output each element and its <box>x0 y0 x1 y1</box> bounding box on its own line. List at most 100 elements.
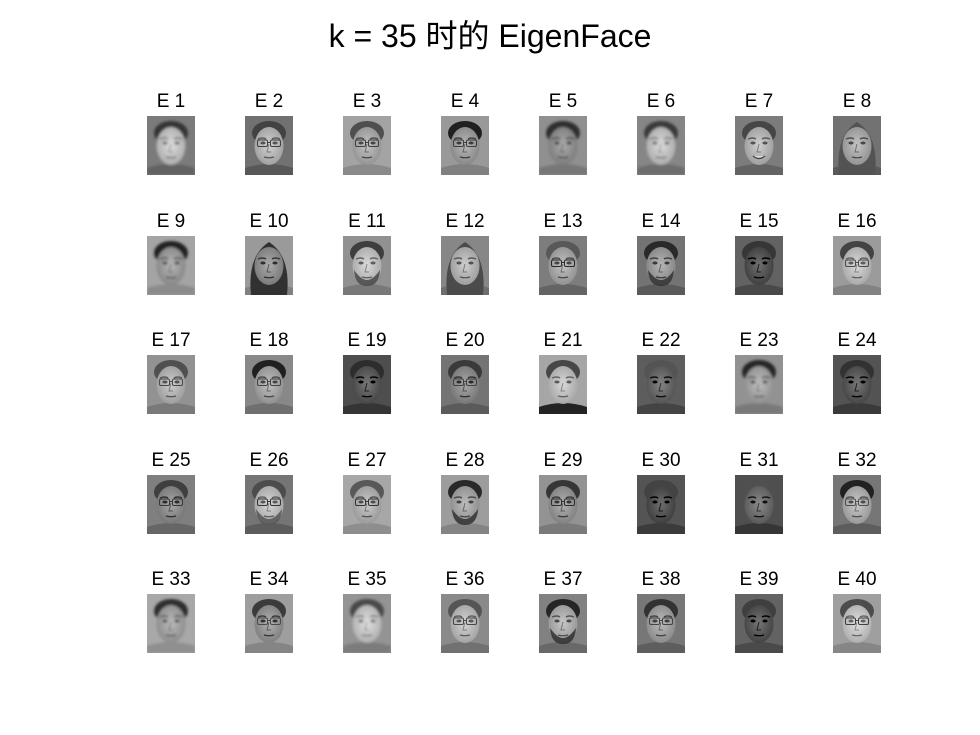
eigenface-image <box>245 474 293 534</box>
eigenface-cell: E 25 <box>126 450 216 534</box>
eigenface-label: E 32 <box>837 449 877 471</box>
eigenface-image <box>441 594 489 653</box>
eigenface-cell: E 17 <box>126 330 216 414</box>
eigenface-image <box>637 235 685 295</box>
eigenface-label: E 15 <box>739 210 779 232</box>
eigenface-image <box>833 116 881 175</box>
eigenface-cell: E 26 <box>224 450 314 534</box>
eigenface-label: E 21 <box>543 330 583 351</box>
eigenface-image <box>833 355 881 414</box>
eigenface-image <box>735 594 783 653</box>
eigenface-cell: E 7 <box>714 91 804 175</box>
eigenface-cell: E 21 <box>518 330 608 414</box>
eigenface-image <box>245 355 293 414</box>
eigenface-image <box>833 235 881 295</box>
eigenface-cell: E 8 <box>812 91 902 175</box>
eigenface-image <box>245 116 293 175</box>
eigenface-label: E 30 <box>641 449 681 471</box>
eigenface-cell: E 30 <box>616 450 706 534</box>
eigenface-cell: E 32 <box>812 450 902 534</box>
eigenface-cell: E 4 <box>420 91 510 175</box>
eigenface-image <box>735 116 783 175</box>
eigenface-label: E 38 <box>641 569 681 590</box>
eigenface-image <box>147 355 195 414</box>
eigenface-image <box>441 474 489 534</box>
eigenface-image <box>147 594 195 653</box>
eigenface-cell: E 27 <box>322 450 412 534</box>
eigenface-cell: E 39 <box>714 569 804 653</box>
eigenface-label: E 29 <box>543 449 583 471</box>
eigenface-label: E 31 <box>739 449 779 471</box>
eigenface-image <box>147 116 195 175</box>
eigenface-label: E 26 <box>249 449 289 471</box>
eigenface-image <box>833 474 881 534</box>
eigenface-cell: E 35 <box>322 569 412 653</box>
eigenface-label: E 8 <box>842 91 872 112</box>
eigenface-label: E 28 <box>445 449 485 471</box>
eigenface-image <box>441 235 489 295</box>
eigenface-cell: E 9 <box>126 211 216 295</box>
eigenface-image <box>539 594 587 653</box>
eigenface-cell: E 12 <box>420 211 510 295</box>
eigenface-label: E 10 <box>249 210 289 232</box>
eigenface-label: E 33 <box>151 569 191 590</box>
eigenface-cell: E 31 <box>714 450 804 534</box>
eigenface-label: E 6 <box>646 91 676 112</box>
eigenface-image <box>441 355 489 414</box>
eigenface-cell: E 37 <box>518 569 608 653</box>
eigenface-label: E 18 <box>249 330 289 351</box>
eigenface-cell: E 13 <box>518 211 608 295</box>
eigenface-label: E 13 <box>543 210 583 232</box>
eigenface-image <box>441 116 489 175</box>
eigenface-cell: E 28 <box>420 450 510 534</box>
eigenface-cell: E 38 <box>616 569 706 653</box>
eigenface-cell: E 34 <box>224 569 314 653</box>
eigenface-label: E 19 <box>347 330 387 351</box>
eigenface-cell: E 23 <box>714 330 804 414</box>
eigenface-label: E 16 <box>837 210 877 232</box>
eigenface-cell: E 36 <box>420 569 510 653</box>
eigenface-cell: E 1 <box>126 91 216 175</box>
eigenface-cell: E 22 <box>616 330 706 414</box>
eigenface-cell: E 2 <box>224 91 314 175</box>
eigenface-label: E 23 <box>739 330 779 351</box>
eigenface-cell: E 20 <box>420 330 510 414</box>
eigenface-cell: E 16 <box>812 211 902 295</box>
figure-title: k = 35 时的 EigenFace <box>328 18 652 54</box>
eigenface-label: E 12 <box>445 210 485 232</box>
eigenface-image <box>539 355 587 414</box>
eigenface-label: E 11 <box>348 210 386 232</box>
eigenface-label: E 35 <box>347 569 387 590</box>
eigenface-cell: E 40 <box>812 569 902 653</box>
eigenface-label: E 14 <box>641 210 681 232</box>
eigenface-label: E 2 <box>254 91 284 112</box>
eigenface-image <box>735 474 783 534</box>
eigenface-label: E 9 <box>156 210 186 232</box>
eigenface-image <box>735 355 783 414</box>
eigenface-cell: E 5 <box>518 91 608 175</box>
eigenface-image <box>539 474 587 534</box>
eigenface-cell: E 3 <box>322 91 412 175</box>
eigenface-label: E 25 <box>151 449 191 471</box>
eigenface-cell: E 24 <box>812 330 902 414</box>
eigenface-image <box>245 235 293 295</box>
eigenface-label: E 36 <box>445 569 485 590</box>
eigenface-label: E 22 <box>641 330 681 351</box>
eigenface-image <box>147 474 195 534</box>
eigenface-image <box>637 474 685 534</box>
eigenface-image <box>343 594 391 653</box>
eigenface-label: E 40 <box>837 569 877 590</box>
eigenface-label: E 24 <box>837 330 877 351</box>
eigenface-label: E 1 <box>156 91 186 112</box>
eigenface-label: E 7 <box>744 91 774 112</box>
eigenface-cell: E 10 <box>224 211 314 295</box>
eigenface-image <box>637 116 685 175</box>
eigenface-image <box>637 355 685 414</box>
eigenface-image <box>147 235 195 295</box>
eigenface-image <box>343 355 391 414</box>
eigenface-label: E 20 <box>445 330 485 351</box>
eigenface-image <box>343 235 391 295</box>
eigenface-image <box>735 235 783 295</box>
eigenface-cell: E 33 <box>126 569 216 653</box>
